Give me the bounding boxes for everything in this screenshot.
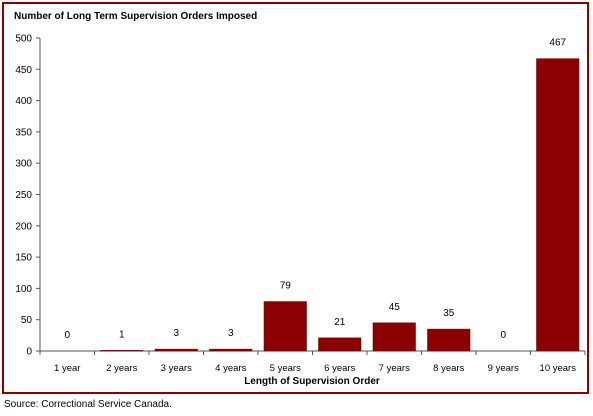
data-label: 1	[119, 329, 125, 340]
chart-title: Number of Long Term Supervision Orders I…	[14, 11, 258, 22]
source-note: Source: Correctional Service Canada.	[4, 399, 172, 410]
data-label: 21	[334, 317, 346, 328]
y-tick-label: 300	[15, 159, 32, 170]
data-label: 0	[64, 330, 70, 341]
data-label: 35	[443, 308, 455, 319]
bar	[372, 322, 416, 352]
bar	[263, 301, 307, 352]
y-tick-label: 150	[15, 253, 32, 264]
bar	[318, 337, 362, 352]
y-tick-label: 100	[15, 284, 32, 295]
data-label: 0	[500, 330, 506, 341]
x-tick-label: 8 years	[433, 363, 464, 374]
data-label: 3	[228, 328, 234, 339]
data-label: 45	[389, 302, 401, 313]
x-tick-label: 10 years	[540, 363, 577, 374]
bar	[536, 58, 580, 352]
bar	[209, 348, 253, 352]
bar	[100, 350, 144, 352]
data-labels: 0 1 3 3 79 21 45 35 0 467	[64, 38, 566, 341]
y-tick-label: 500	[15, 34, 32, 45]
x-tick-label: 7 years	[379, 363, 410, 374]
y-tick-label: 400	[15, 96, 32, 107]
bar	[427, 328, 471, 352]
bar	[154, 348, 198, 352]
y-tick-label: 450	[15, 65, 32, 76]
y-tick-label: 0	[26, 347, 32, 358]
data-label: 467	[549, 38, 566, 49]
y-tick-label: 250	[15, 190, 32, 201]
x-tick-label: 4 years	[215, 363, 246, 374]
x-tick-label: 1 year	[54, 363, 80, 374]
x-tick-label: 3 years	[161, 363, 192, 374]
bars	[100, 58, 580, 352]
y-axis: 0 50 100 150 200 250 300 350 400 450 500	[15, 34, 41, 358]
data-label: 3	[173, 328, 179, 339]
data-label: 79	[280, 281, 292, 292]
x-axis-title: Length of Supervision Order	[244, 376, 380, 387]
x-tick-label: 6 years	[324, 363, 355, 374]
y-tick-label: 50	[21, 315, 33, 326]
y-tick-label: 200	[15, 221, 32, 232]
x-tick-label: 2 years	[106, 363, 137, 374]
y-tick-label: 350	[15, 127, 32, 138]
x-axis: 1 year 2 years 3 years 4 years 5 years 6 year…	[39, 350, 586, 374]
x-tick-label: 5 years	[270, 363, 301, 374]
x-tick-label: 9 years	[488, 363, 519, 374]
